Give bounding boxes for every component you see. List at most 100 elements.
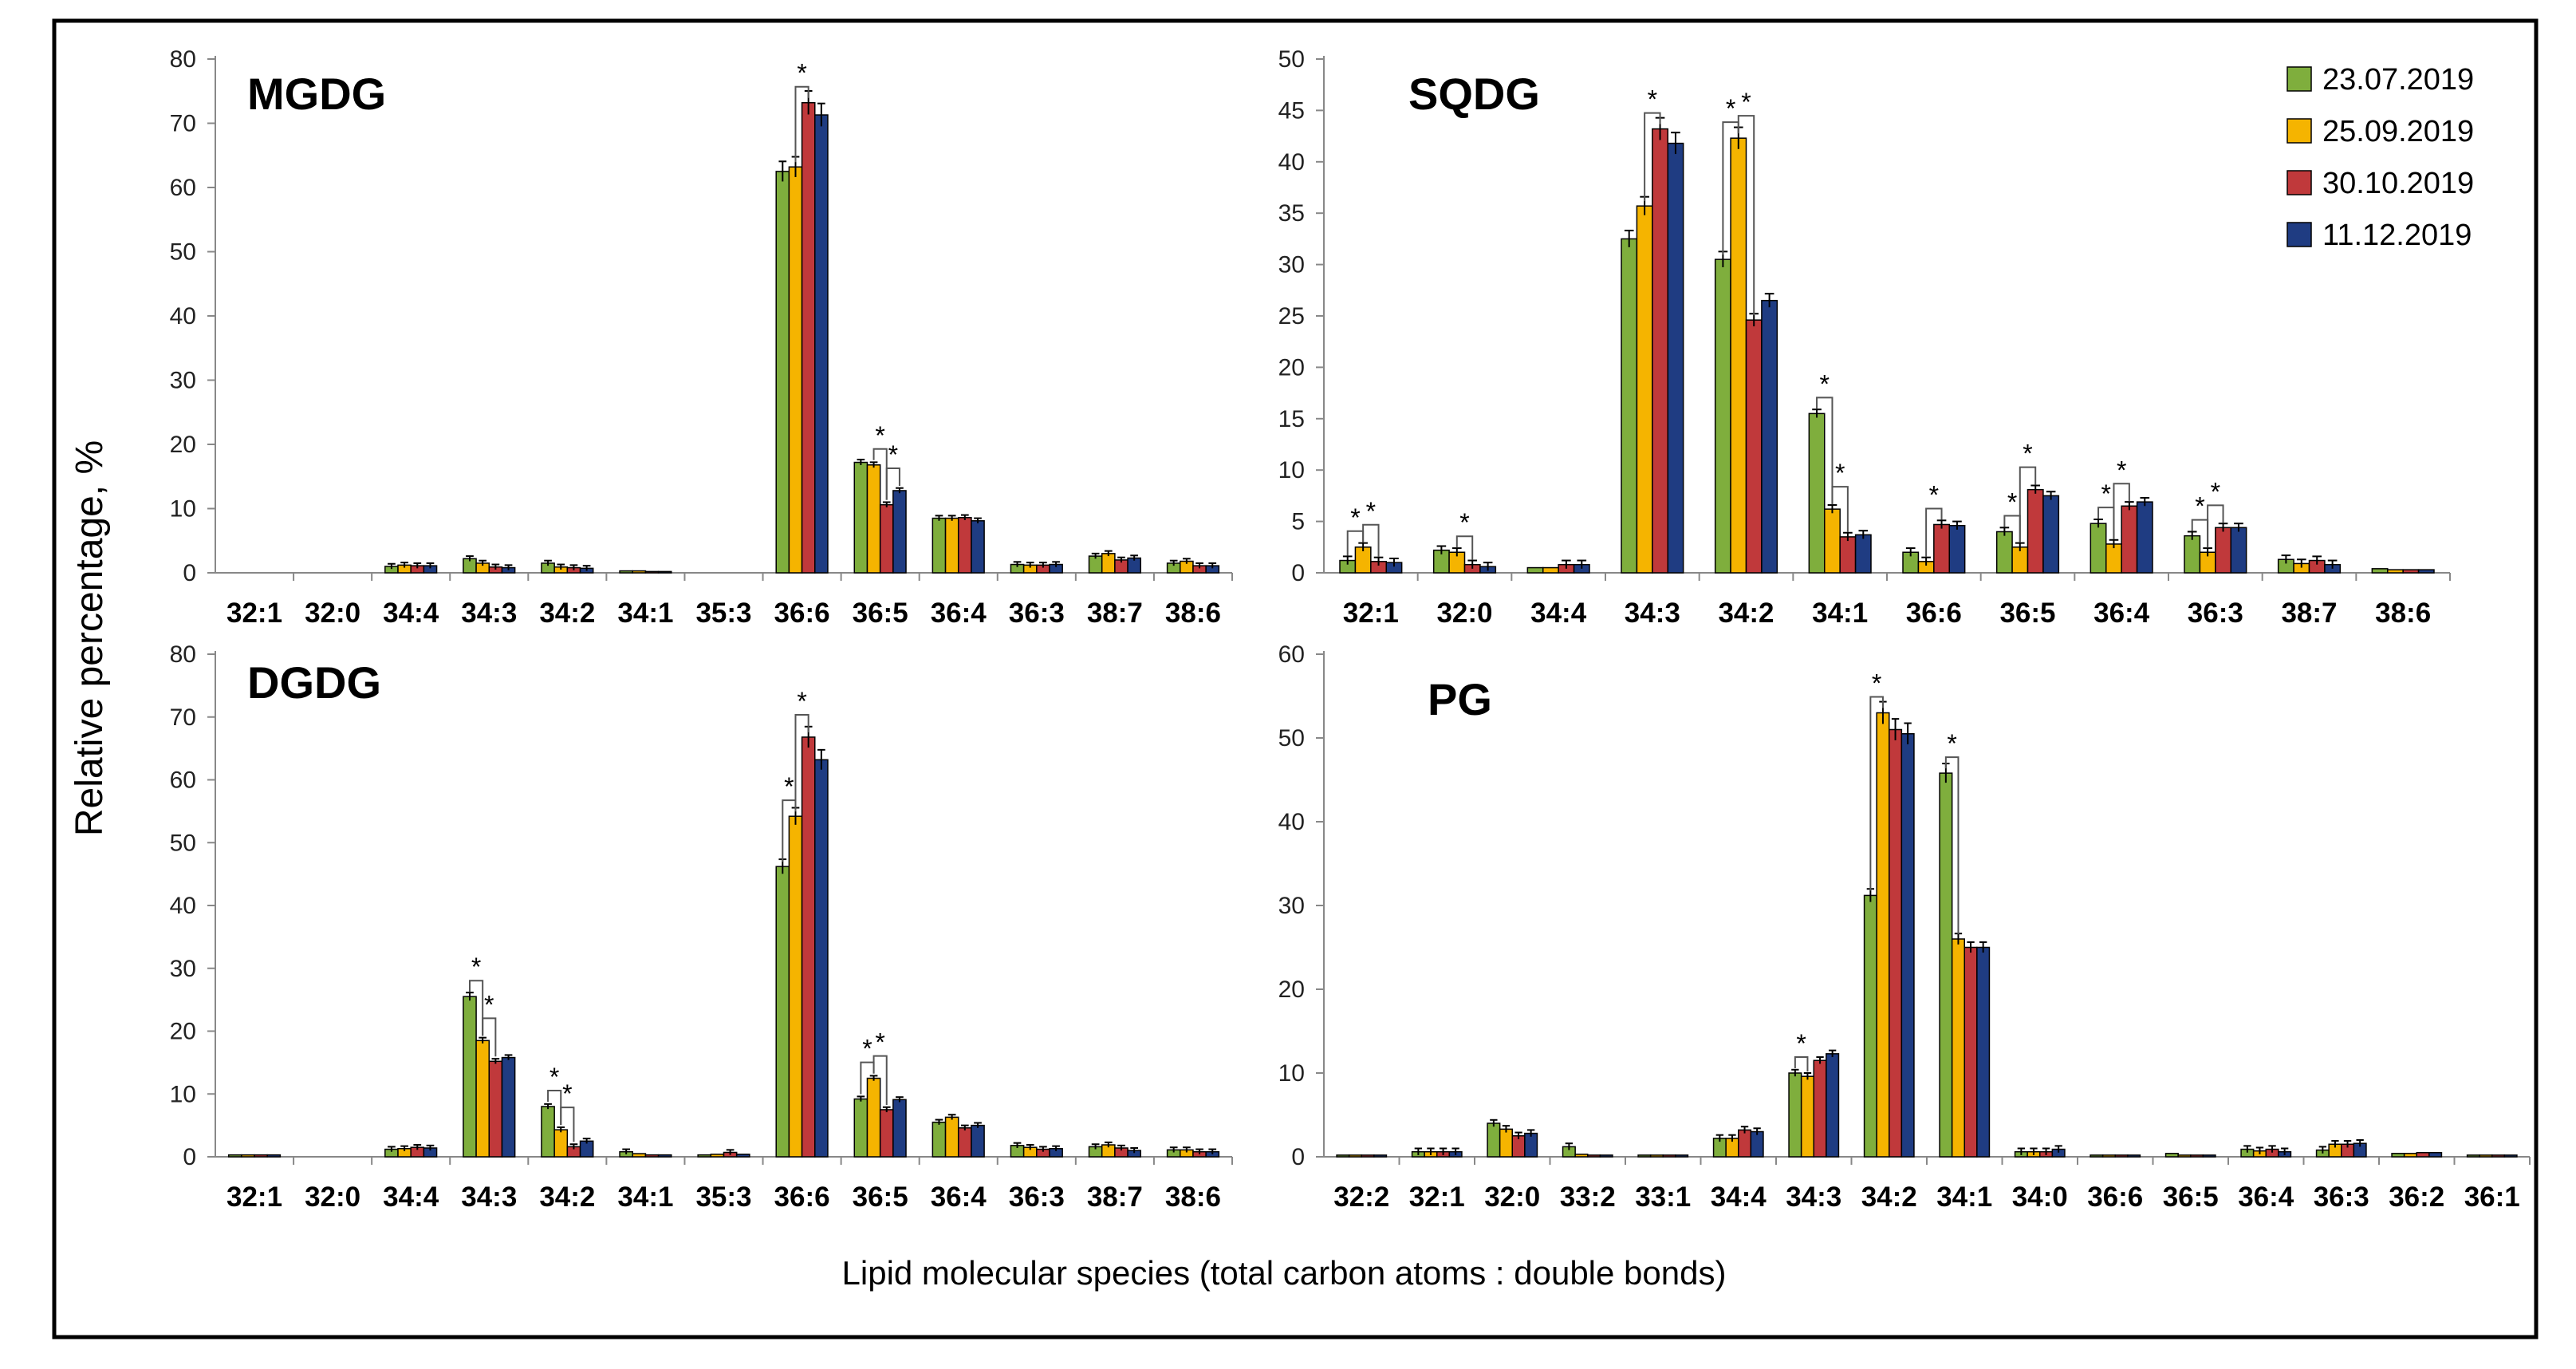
bar (488, 1060, 503, 1158)
bar (2177, 1154, 2192, 1158)
bar (2136, 501, 2153, 574)
x-tick-label: 36:3 (1009, 1182, 1065, 1213)
significance-bracket (1794, 1056, 1809, 1072)
significance-bracket (1944, 756, 1960, 934)
legend: 23.07.2019 25.09.2019 30.10.2019 11.12.2019 (2286, 63, 2474, 252)
legend-swatch (2286, 118, 2312, 144)
y-tick-label: 60 (170, 175, 196, 201)
bar (1373, 1154, 1388, 1158)
bar (735, 1154, 750, 1158)
x-tick-label: 36:5 (1999, 598, 2055, 629)
significance-marker: * (862, 1035, 872, 1063)
y-tick-label: 40 (1278, 149, 1305, 176)
bar (1587, 1154, 1601, 1158)
y-tick-label: 20 (170, 432, 196, 458)
bar (1788, 1072, 1802, 1158)
bar (2114, 1154, 2129, 1158)
bar (1599, 1154, 1613, 1158)
x-tick-label: 36:5 (2163, 1182, 2219, 1213)
bar (241, 1154, 255, 1158)
x-tick-label: 38:6 (2375, 598, 2431, 629)
bar (1649, 1154, 1664, 1158)
legend-label: 25.09.2019 (2322, 115, 2474, 148)
bar (1876, 712, 1890, 1158)
y-tick-label: 0 (1291, 560, 1305, 586)
bar (1976, 946, 1991, 1158)
bar (632, 1153, 647, 1158)
significance-bracket (1925, 507, 1943, 557)
bar (2215, 527, 2231, 574)
bar (1101, 553, 1116, 574)
bar (788, 815, 803, 1158)
significance-bracket (794, 85, 809, 163)
bar (710, 1154, 725, 1158)
bar (1526, 566, 1544, 574)
bar (788, 166, 803, 574)
x-tick-label: 36:6 (774, 1182, 830, 1213)
bar (1839, 536, 1857, 574)
bar (2466, 1154, 2480, 1158)
y-tick-label: 0 (183, 1144, 196, 1170)
bar (475, 1040, 490, 1158)
significance-marker: * (2211, 477, 2220, 506)
x-tick-label: 32:2 (1333, 1182, 1389, 1213)
significance-marker: * (562, 1079, 572, 1108)
x-tick-label: 36:6 (1906, 598, 1962, 629)
panel-title: MGDG (247, 69, 386, 119)
bar (879, 503, 894, 574)
x-tick-label: 36:4 (2093, 598, 2150, 629)
significance-bracket (1644, 112, 1661, 202)
bar (1662, 1154, 1676, 1158)
bar (1675, 1154, 1689, 1158)
bar (866, 1077, 881, 1158)
bar (1824, 508, 1841, 574)
y-tick-label: 80 (170, 46, 196, 73)
y-tick-label: 45 (1278, 97, 1305, 124)
bar (2090, 1154, 2104, 1158)
x-tick-label: 34:4 (383, 598, 439, 629)
bar (1995, 531, 2013, 574)
bar (463, 996, 477, 1158)
bar (657, 570, 672, 574)
bar (1939, 772, 1953, 1158)
significance-marker: * (875, 1028, 884, 1057)
bar (944, 517, 959, 574)
x-tick-label: 34:4 (1711, 1182, 1767, 1213)
significance-marker: * (1459, 508, 1469, 537)
significance-marker: * (1929, 480, 1939, 509)
bar (1667, 142, 1684, 574)
x-tick-label: 34:3 (1625, 598, 1680, 629)
significance-marker: * (471, 953, 481, 981)
significance-marker: * (1648, 85, 1657, 114)
significance-marker: * (875, 421, 884, 450)
bar (1800, 1075, 1814, 1158)
y-tick-label: 25 (1278, 303, 1305, 329)
bar (2121, 505, 2138, 574)
bar (775, 171, 790, 574)
bar (944, 1116, 959, 1158)
y-tick-label: 40 (1278, 809, 1305, 835)
bar (2491, 1154, 2506, 1158)
bar (1889, 728, 1903, 1158)
y-tick-label: 40 (170, 303, 196, 329)
y-tick-label: 60 (1278, 641, 1305, 668)
significance-marker: * (797, 687, 806, 716)
bar (1808, 412, 1826, 574)
significance-marker: * (797, 59, 806, 88)
bar (2387, 569, 2404, 574)
y-tick-label: 70 (170, 704, 196, 731)
legend-label: 30.10.2019 (2322, 167, 2474, 200)
bar (2101, 1154, 2116, 1158)
bar (2417, 569, 2435, 574)
bar (814, 759, 829, 1158)
significance-marker: * (1835, 459, 1845, 487)
bar (1348, 1154, 1362, 1158)
y-tick-label: 10 (170, 496, 196, 523)
bar (814, 114, 829, 574)
bar (2202, 1154, 2216, 1158)
y-tick-label: 60 (170, 767, 196, 794)
bar (227, 1154, 242, 1158)
bar (1636, 205, 1653, 574)
x-tick-label: 33:1 (1635, 1182, 1691, 1213)
